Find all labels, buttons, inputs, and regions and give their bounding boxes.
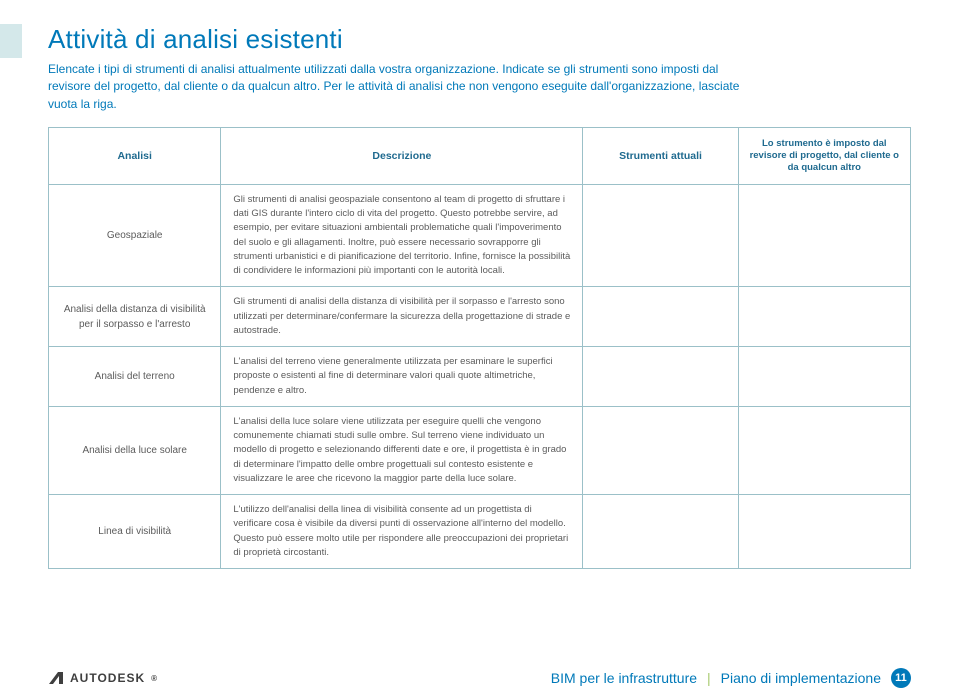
footer-text-right: Piano di implementazione: [721, 670, 881, 686]
row-name: Analisi del terreno: [49, 347, 221, 407]
row-imposed[interactable]: [738, 406, 910, 494]
row-imposed[interactable]: [738, 347, 910, 407]
analysis-table: Analisi Descrizione Strumenti attuali Lo…: [48, 127, 911, 569]
brand-text: AUTODESK: [70, 671, 145, 685]
table-row: Linea di visibilità L'utilizzo dell'anal…: [49, 495, 911, 569]
intro-paragraph: Elencate i tipi di strumenti di analisi …: [48, 61, 748, 113]
row-tools[interactable]: [583, 347, 738, 407]
autodesk-icon: [48, 670, 64, 686]
page-title: Attività di analisi esistenti: [48, 24, 911, 55]
footer-separator-icon: |: [707, 670, 711, 686]
page: Attività di analisi esistenti Elencate i…: [0, 0, 959, 698]
row-imposed[interactable]: [738, 184, 910, 287]
row-name: Geospaziale: [49, 184, 221, 287]
table-header-tools: Strumenti attuali: [583, 128, 738, 185]
row-tools[interactable]: [583, 287, 738, 347]
row-name: Linea di visibilità: [49, 495, 221, 569]
table-row: Geospaziale Gli strumenti di analisi geo…: [49, 184, 911, 287]
page-number-badge: 11: [891, 668, 911, 688]
footer-right: BIM per le infrastrutture | Piano di imp…: [551, 668, 911, 688]
row-tools[interactable]: [583, 495, 738, 569]
row-description: L'utilizzo dell'analisi della linea di v…: [221, 495, 583, 569]
table-header-description: Descrizione: [221, 128, 583, 185]
row-imposed[interactable]: [738, 287, 910, 347]
table-row: Analisi della luce solare L'analisi dell…: [49, 406, 911, 494]
table-row: Analisi della distanza di visibilità per…: [49, 287, 911, 347]
row-description: L'analisi della luce solare viene utiliz…: [221, 406, 583, 494]
row-description: Gli strumenti di analisi della distanza …: [221, 287, 583, 347]
left-accent-tab: [0, 24, 22, 58]
row-tools[interactable]: [583, 184, 738, 287]
row-description: Gli strumenti di analisi geospaziale con…: [221, 184, 583, 287]
row-name: Analisi della luce solare: [49, 406, 221, 494]
table-row: Analisi del terreno L'analisi del terren…: [49, 347, 911, 407]
footer-text-left: BIM per le infrastrutture: [551, 670, 697, 686]
registered-icon: ®: [151, 674, 158, 683]
table-header-row: Analisi Descrizione Strumenti attuali Lo…: [49, 128, 911, 185]
brand-logo: AUTODESK ®: [48, 670, 158, 686]
row-name: Analisi della distanza di visibilità per…: [49, 287, 221, 347]
row-description: L'analisi del terreno viene generalmente…: [221, 347, 583, 407]
table-header-imposed: Lo strumento è imposto dal revisore di p…: [738, 128, 910, 185]
row-imposed[interactable]: [738, 495, 910, 569]
row-tools[interactable]: [583, 406, 738, 494]
table-header-analysis: Analisi: [49, 128, 221, 185]
footer: AUTODESK ® BIM per le infrastrutture | P…: [48, 668, 911, 688]
